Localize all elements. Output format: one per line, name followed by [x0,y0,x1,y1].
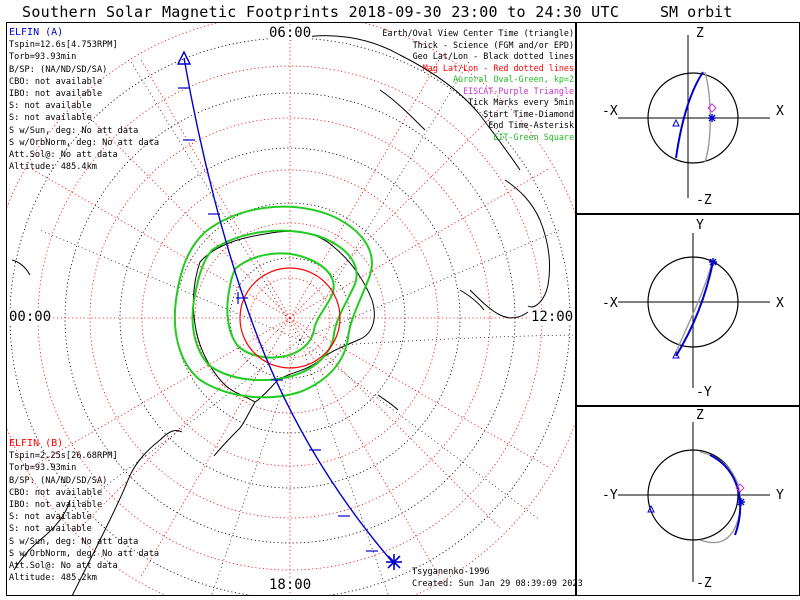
elfin-a-line: S: not available [9,113,92,124]
elfin-a-line: S w/Sun, deg: No att data [9,125,139,136]
orbit2-right-label: X [776,296,784,311]
elfin-b-line: B/SP: (NA/ND/SD/SA) [9,475,108,486]
elfin-a-line: IBO: not available [9,89,103,100]
elfin-b-line: Tspin=2.25s[26.68RPM] [9,451,118,462]
elfin-b-line: Torb=93.93min [9,463,77,474]
model-credit: Tsyganenko-1996 [412,567,490,577]
legend-auroral-oval: Auroral Oval-Green, kp=2 [452,74,574,84]
orbit3-right-label: Y [776,488,784,503]
track-ticks [178,87,378,552]
main-title: Southern Solar Magnetic Footprints 2018-… [22,3,620,21]
legend-start-time: Start Time-Diamond [483,108,574,119]
mlt-label-right: 12:00 [530,309,575,325]
orbit-title: SM orbit [660,3,733,21]
elfin-a-info: ELFIN (A) Tspin=12.6s[4.753RPM] Torb=93.… [9,27,159,173]
orbit2-left-label: -X [602,296,618,311]
legend-tick-marks: Tick Marks every 5min [468,97,574,107]
elfin-a-line: Tspin=12.6s[4.753RPM] [9,40,118,51]
legend-end-time: End Time-Asterisk [488,120,574,130]
elfin-a-line: S w/OrbNorm, deg: No att data [9,137,160,148]
elfin-b-line: Altitude: 485.2km [9,573,97,584]
orbit1-left-label: -X [602,104,618,119]
elfin-a-line: Torb=93.93min [9,52,77,63]
orbit1-top-label: Z [696,26,704,41]
legend-thick-science: Thick - Science (FGM and/or EPD) [412,39,574,50]
auroral-oval [173,205,373,399]
footprint-map-panel [6,22,576,596]
elfin-a-title: ELFIN (A) [9,27,64,38]
legend-eit: EIT-Green Square [493,131,574,142]
orbit1-bottom-label: -Z [696,193,712,208]
elfin-a-track [183,57,396,566]
mag-pole-circle [239,267,341,369]
elfin-b-line: CBO: not available [9,487,103,498]
mlt-label-top: 06:00 [268,25,313,41]
elfin-b-line: S w/OrbNorm, deg: No att data [9,548,160,559]
orbit3-bottom-label: -Z [696,576,712,591]
mlt-label-bottom: 18:00 [268,577,313,593]
orbit1-right-label: X [776,104,784,119]
elfin-b-title: ELFIN (B) [9,438,64,449]
legend-mag-grid: Mag Lat/Lon - Red dotted lines [422,62,574,73]
elfin-b-line: IBO: not available [9,500,103,511]
orbit3-top-label: Z [696,408,704,423]
orbit2-top-label: Y [696,218,704,233]
elfin-b-line: S: not available [9,512,92,523]
elfin-a-line: Altitude: 485.4km [9,162,97,173]
elfin-b-info: ELFIN (B) Tspin=2.25s[26.68RPM] Torb=93.… [9,438,159,584]
orbit-plot-yz [618,422,770,582]
elfin-a-line: CBO: not available [9,76,103,87]
coastlines [11,35,551,595]
track-start-triangle [176,50,192,65]
track-end-asterisk [386,554,402,570]
legend-view-center: Earth/Oval View Center Time (triangle) [382,28,574,38]
orbit-plot-xy [618,233,770,388]
elfin-a-line: S: not available [9,101,92,112]
orbit2-bottom-label: -Y [696,385,712,400]
mlt-label-left: 00:00 [8,309,53,325]
elfin-b-line: S: not available [9,524,92,535]
legend-eiscat: EISCAT-Purple Triangle [463,85,574,96]
orbit-plot-xz [618,35,770,198]
geo-meridians [39,59,575,595]
elfin-a-line: B/SP: (NA/ND/SD/SA) [9,64,108,75]
elfin-b-line: S w/Sun, deg: No att data [9,536,139,547]
map-legend: Earth/Oval View Center Time (triangle) T… [382,28,574,143]
legend-geo-grid: Geo Lat/Lon - Black dotted lines [412,51,574,61]
orbit3-left-label: -Y [602,488,618,503]
elfin-a-line: Att.Sol@: No att data [9,150,118,161]
created-timestamp: Created: Sun Jan 29 08:39:09 2023 [412,579,583,589]
elfin-b-line: Att.Sol@: No att data [9,561,118,572]
